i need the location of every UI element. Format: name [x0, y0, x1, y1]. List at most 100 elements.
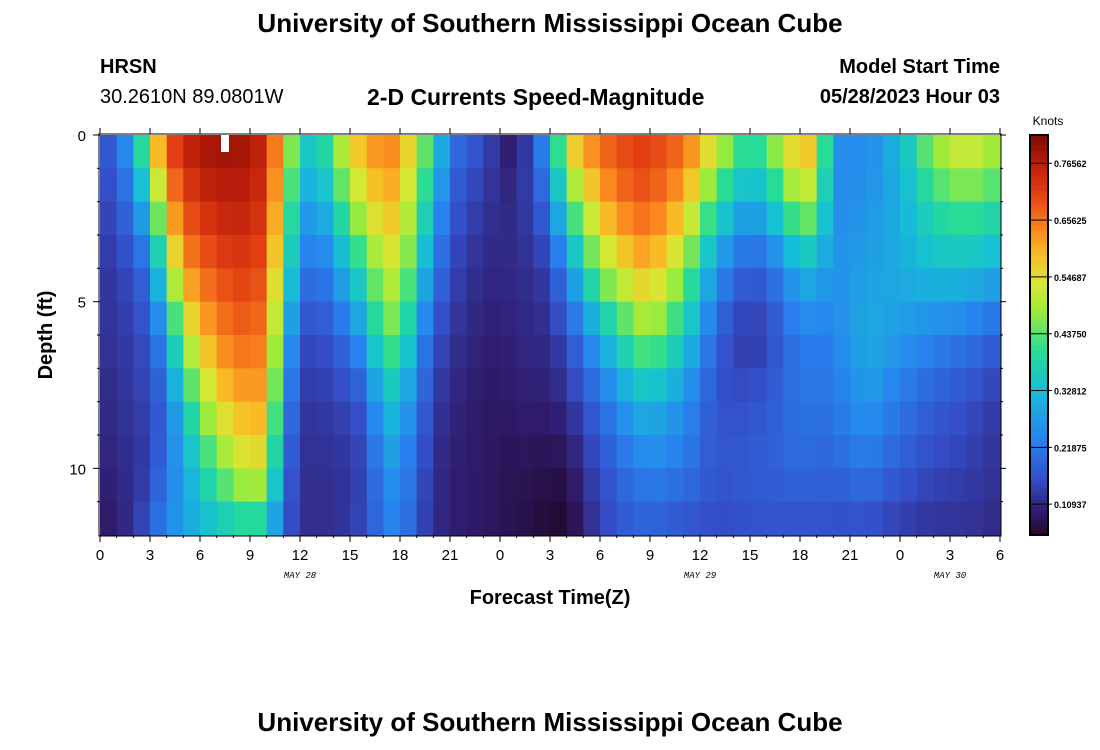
heatmap-cell	[400, 401, 418, 436]
heatmap-cell	[100, 235, 118, 269]
heatmap-cell	[533, 268, 551, 303]
colorbar-segment	[1030, 230, 1048, 236]
heatmap-cell	[150, 201, 168, 236]
heatmap-cell	[216, 401, 234, 436]
heatmap-cell	[866, 435, 884, 469]
heatmap-cell	[450, 168, 468, 203]
heatmap-cell	[416, 335, 434, 369]
heatmap-cell	[650, 235, 668, 269]
colorbar-segment	[1030, 480, 1048, 486]
heatmap-cell	[500, 368, 518, 403]
heatmap-cell	[483, 201, 501, 236]
x-tick-label: 12	[692, 547, 709, 564]
heatmap-cell	[983, 235, 1001, 269]
heatmap-cell	[783, 301, 801, 336]
heatmap-cell	[216, 368, 234, 403]
heatmap-cell	[633, 235, 651, 269]
heatmap-cell	[666, 135, 684, 169]
heatmap-cell	[500, 401, 518, 436]
heatmap-cell	[333, 468, 351, 503]
heatmap-cell	[133, 335, 151, 369]
heatmap-cell	[816, 468, 834, 503]
heatmap-cell	[433, 201, 451, 236]
heatmap-cell	[433, 135, 451, 169]
colorbar-segment	[1030, 250, 1048, 256]
heatmap-cell	[900, 368, 918, 403]
colorbar-segment	[1030, 200, 1048, 206]
heatmap-cell	[483, 235, 501, 269]
heatmap-cell	[800, 268, 818, 303]
colorbar-segment	[1030, 350, 1048, 356]
heatmap-cell	[900, 135, 918, 169]
heatmap-cell	[183, 435, 201, 469]
heatmap-cell	[883, 268, 901, 303]
heatmap-cell	[300, 401, 318, 436]
heatmap-cell	[433, 468, 451, 503]
heatmap-cell	[383, 435, 401, 469]
heatmap-cell	[900, 168, 918, 203]
heatmap-cell	[283, 401, 301, 436]
heatmap-cell	[866, 468, 884, 503]
heatmap-cell	[283, 301, 301, 336]
heatmap-cell	[933, 168, 951, 203]
heatmap-cell	[516, 468, 534, 503]
heatmap-cell	[166, 401, 184, 436]
heatmap-cell	[250, 435, 268, 469]
heatmap-cell	[416, 501, 434, 536]
heatmap-cell	[750, 268, 768, 303]
heatmap-cell	[450, 201, 468, 236]
heatmap-cell	[216, 468, 234, 503]
heatmap-cell	[916, 268, 934, 303]
colorbar-segment	[1030, 455, 1048, 461]
heatmap-cell	[700, 368, 718, 403]
heatmap-cell	[516, 501, 534, 536]
heatmap-cell	[983, 401, 1001, 436]
heatmap-cell	[600, 235, 618, 269]
heatmap-cell	[733, 468, 751, 503]
heatmap-cell	[133, 468, 151, 503]
heatmap-cell	[400, 168, 418, 203]
heatmap-cell	[783, 168, 801, 203]
colorbar-segment	[1030, 380, 1048, 386]
heatmap-cell	[766, 468, 784, 503]
heatmap-cell	[350, 335, 368, 369]
heatmap-cell	[783, 501, 801, 536]
heatmap-cell	[766, 201, 784, 236]
heatmap-cell	[866, 301, 884, 336]
heatmap-cell	[133, 501, 151, 536]
heatmap-cell	[933, 301, 951, 336]
heatmap-cell	[266, 435, 284, 469]
heatmap-cell	[233, 135, 251, 169]
heatmap-cell	[350, 201, 368, 236]
colorbar: 0.10937 0.21875 0.32812 0.43750 0.54687 0.656…	[1029, 134, 1087, 536]
heatmap-cell	[233, 235, 251, 269]
colorbar-segment	[1030, 490, 1048, 496]
heatmap-cell	[133, 268, 151, 303]
colorbar-segment	[1030, 520, 1048, 526]
heatmap-cell	[116, 301, 134, 336]
colorbar-segment	[1030, 290, 1048, 296]
heatmap-cell	[683, 335, 701, 369]
station-coordinates: 30.2610N 89.0801W	[100, 86, 284, 108]
heatmap-cell	[766, 435, 784, 469]
heatmap-cell	[200, 201, 218, 236]
heatmap-cell	[583, 201, 601, 236]
heatmap-cell	[400, 235, 418, 269]
heatmap-cell	[616, 468, 634, 503]
heatmap-cell	[483, 468, 501, 503]
heatmap-cell	[450, 368, 468, 403]
heatmap-cell	[416, 268, 434, 303]
y-tick-label: 5	[78, 295, 86, 312]
heatmap-cell	[400, 301, 418, 336]
heatmap-cell	[283, 368, 301, 403]
heatmap-cell	[783, 235, 801, 269]
heatmap-cell	[783, 201, 801, 236]
heatmap-cell	[266, 501, 284, 536]
colorbar-segment	[1030, 235, 1048, 241]
heatmap-cell	[316, 201, 334, 236]
heatmap-cell	[966, 368, 984, 403]
heatmap-cell	[883, 468, 901, 503]
heatmap-cell	[300, 501, 318, 536]
heatmap-cell	[833, 235, 851, 269]
heatmap-cell	[433, 301, 451, 336]
